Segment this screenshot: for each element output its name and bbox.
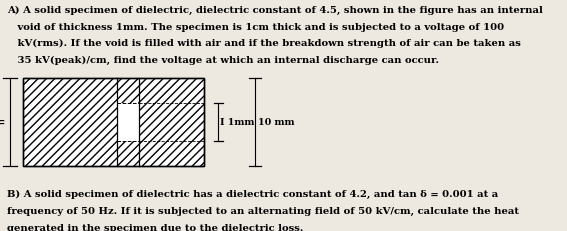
Text: B) A solid specimen of dielectric has a dielectric constant of 4.2, and tan δ = : B) A solid specimen of dielectric has a … [7, 189, 498, 198]
Bar [23, 79, 204, 166]
Text: frequency of 50 Hz. If it is subjected to an alternating field of 50 kV/cm, calc: frequency of 50 Hz. If it is subjected t… [7, 206, 519, 215]
Text: 10 mm: 10 mm [258, 118, 294, 127]
Text: void of thickness 1mm. The specimen is 1cm thick and is subjected to a voltage o: void of thickness 1mm. The specimen is 1… [7, 22, 504, 31]
Text: A) A solid specimen of dielectric, dielectric constant of 4.5, shown in the figu: A) A solid specimen of dielectric, diele… [7, 6, 543, 15]
Text: generated in the specimen due to the dielectric loss.: generated in the specimen due to the die… [7, 223, 303, 231]
Text: 35 kV(peak)/cm, find the voltage at which an internal discharge can occur.: 35 kV(peak)/cm, find the voltage at whic… [7, 56, 439, 65]
Bar [117, 103, 139, 142]
Text: =: = [0, 116, 5, 129]
Bar [23, 79, 204, 166]
Text: I 1mm: I 1mm [220, 118, 255, 127]
Text: kV(rms). If the void is filled with air and if the breakdown strength of air can: kV(rms). If the void is filled with air … [7, 39, 521, 48]
